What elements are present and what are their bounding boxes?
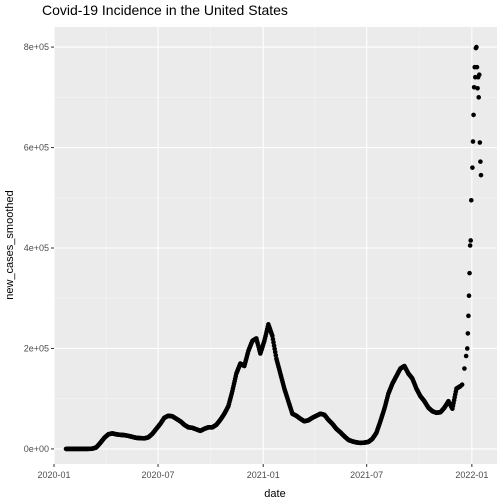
- data-point: [462, 366, 467, 371]
- data-point: [459, 382, 465, 387]
- data-point: [471, 112, 476, 118]
- y-tick-label: 0e+00: [24, 444, 49, 454]
- data-point: [475, 85, 480, 91]
- x-tick-label: 2020-07: [142, 470, 175, 480]
- data-point: [470, 165, 475, 170]
- chart-title: Covid-19 Incidence in the United States: [42, 2, 288, 18]
- y-tick-label: 6e+05: [24, 143, 49, 153]
- data-point: [476, 95, 482, 100]
- data-point: [464, 346, 470, 351]
- data-point: [477, 140, 483, 145]
- data-point: [466, 313, 471, 319]
- data-point: [467, 270, 472, 276]
- x-tick-label: 2020-01: [37, 470, 70, 480]
- data-point: [465, 331, 471, 336]
- y-tick-label: 2e+05: [24, 343, 49, 353]
- data-point: [474, 44, 479, 50]
- x-axis-title: date: [264, 488, 285, 500]
- y-tick-label: 8e+05: [24, 42, 49, 52]
- data-point: [467, 243, 473, 248]
- data-point: [466, 293, 472, 299]
- data-points: [63, 44, 484, 452]
- x-tick-label: 2022-01: [455, 470, 488, 480]
- y-axis-ticks: 0e+00 2e+05 4e+05 6e+05 8e+05: [24, 42, 54, 454]
- minor-gridlines: [54, 27, 497, 464]
- data-point: [478, 159, 483, 164]
- x-tick-label: 2021-01: [247, 470, 280, 480]
- data-point: [476, 72, 482, 78]
- data-point: [463, 353, 469, 359]
- plot-panel: [54, 27, 497, 464]
- data-point: [478, 172, 484, 178]
- y-axis-title: new_cases_smoothed: [4, 190, 16, 299]
- x-tick-label: 2021-07: [350, 470, 383, 480]
- y-tick-label: 4e+05: [24, 243, 49, 253]
- data-point: [470, 139, 476, 144]
- data-point: [468, 197, 474, 203]
- x-axis-ticks: 2020-01 2020-07 2021-01 2021-07 2022-01: [37, 464, 488, 480]
- data-point: [468, 238, 474, 243]
- data-point: [474, 64, 480, 70]
